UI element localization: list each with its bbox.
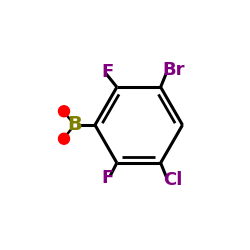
Text: B: B (67, 116, 82, 134)
Text: Cl: Cl (164, 171, 183, 189)
Text: F: F (102, 62, 114, 80)
Circle shape (58, 133, 70, 144)
Circle shape (58, 106, 70, 117)
Text: F: F (102, 170, 114, 188)
Text: Br: Br (162, 61, 184, 79)
